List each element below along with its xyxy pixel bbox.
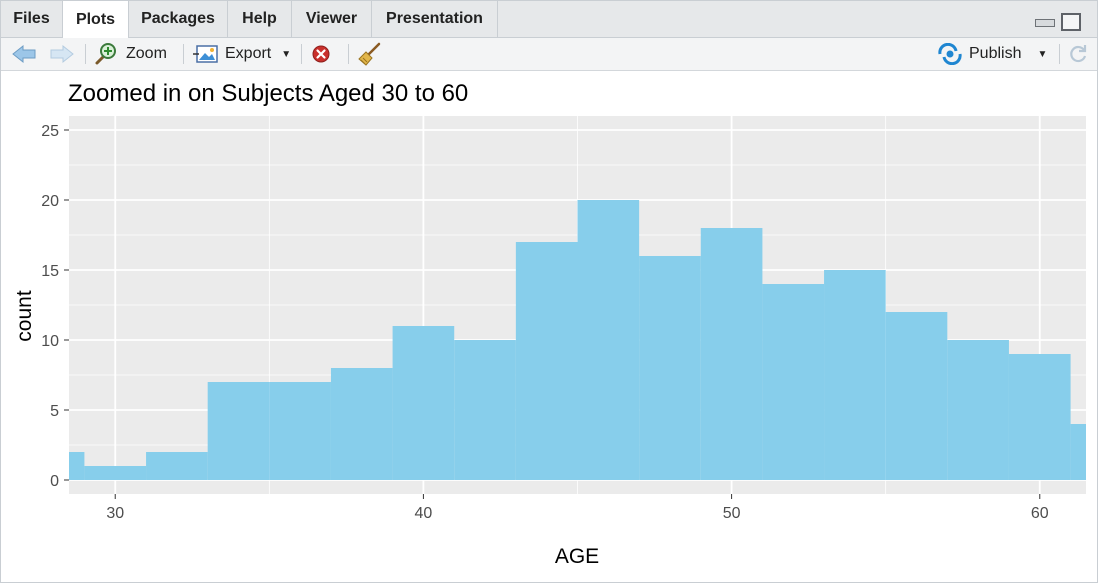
x-tick-label: 50 xyxy=(723,505,741,522)
y-axis-ticks: 0 5 10 15 20 25 xyxy=(41,123,69,490)
histogram-bar xyxy=(392,326,455,480)
y-tick-label: 15 xyxy=(41,263,59,280)
tab-viewer[interactable]: Viewer xyxy=(292,1,372,37)
pane-tab-bar: Files Plots Packages Help Viewer Present… xyxy=(1,1,1097,38)
y-tick-label: 25 xyxy=(41,123,59,140)
zoom-button[interactable]: Zoom xyxy=(94,38,167,70)
plot-area: Zoomed in on Subjects Aged 30 to 60 0 5 10… xyxy=(2,71,1097,581)
histogram-bar xyxy=(269,382,331,480)
plots-toolbar: Zoom Export ▼ xyxy=(1,38,1097,71)
export-label: Export xyxy=(225,45,272,62)
tab-presentation[interactable]: Presentation xyxy=(372,1,498,37)
toolbar-divider xyxy=(183,44,184,64)
toolbar-divider xyxy=(85,44,86,64)
y-tick-label: 20 xyxy=(41,193,59,210)
toolbar-divider xyxy=(301,44,302,64)
histogram-bar xyxy=(824,270,886,480)
x-axis-ticks: 30 40 50 60 xyxy=(106,494,1049,522)
zoom-label: Zoom xyxy=(126,45,167,62)
histogram-bar xyxy=(639,256,701,480)
x-tick-label: 40 xyxy=(415,505,433,522)
back-arrow-icon[interactable] xyxy=(11,38,37,70)
histogram-bar xyxy=(947,340,1009,480)
publish-icon xyxy=(937,43,963,65)
toolbar-divider xyxy=(1059,44,1060,64)
histogram-bars xyxy=(69,200,1086,480)
histogram-bar xyxy=(1070,424,1086,480)
publish-button[interactable]: Publish ▼ xyxy=(937,38,1047,70)
histogram-bar xyxy=(700,228,763,480)
publish-dropdown-icon: ▼ xyxy=(1037,48,1048,60)
remove-plot-icon xyxy=(311,44,331,64)
histogram-bar xyxy=(69,452,85,480)
x-tick-label: 60 xyxy=(1031,505,1049,522)
export-button[interactable]: Export ▼ xyxy=(193,38,291,70)
histogram-bar xyxy=(515,242,578,480)
maximize-pane-icon[interactable] xyxy=(1061,13,1081,31)
tab-help[interactable]: Help xyxy=(228,1,292,37)
histogram-bar xyxy=(330,368,393,480)
histogram-bar xyxy=(762,284,825,480)
histogram-bar xyxy=(1008,354,1071,480)
broom-icon xyxy=(357,41,383,67)
histogram-bar xyxy=(454,340,516,480)
toolbar-divider xyxy=(348,44,349,64)
remove-plot-button[interactable] xyxy=(311,38,331,70)
histogram-bar xyxy=(146,452,208,480)
histogram-chart: Zoomed in on Subjects Aged 30 to 60 0 5 10… xyxy=(13,80,1086,568)
chart-title: Zoomed in on Subjects Aged 30 to 60 xyxy=(68,80,468,107)
y-tick-label: 10 xyxy=(41,333,59,350)
export-dropdown-icon: ▼ xyxy=(281,48,292,60)
histogram-bar xyxy=(84,466,147,480)
export-image-icon xyxy=(193,43,219,65)
y-tick-label: 0 xyxy=(50,473,59,490)
x-tick-label: 30 xyxy=(106,505,124,522)
y-axis-label: count xyxy=(13,290,36,342)
tab-plots[interactable]: Plots xyxy=(62,1,129,38)
refresh-icon[interactable] xyxy=(1067,38,1089,70)
clear-all-plots-button[interactable] xyxy=(357,38,383,70)
histogram-bar xyxy=(885,312,948,480)
tab-files[interactable]: Files xyxy=(1,1,63,37)
tab-packages[interactable]: Packages xyxy=(129,1,228,37)
publish-label: Publish xyxy=(969,45,1022,62)
histogram-bar xyxy=(577,200,640,480)
minimize-pane-icon[interactable] xyxy=(1035,19,1055,27)
y-tick-label: 5 xyxy=(50,403,59,420)
histogram-bar xyxy=(207,382,270,480)
zoom-magnifier-icon xyxy=(94,42,118,66)
x-axis-label: AGE xyxy=(555,545,599,568)
forward-arrow-icon[interactable] xyxy=(49,38,75,70)
